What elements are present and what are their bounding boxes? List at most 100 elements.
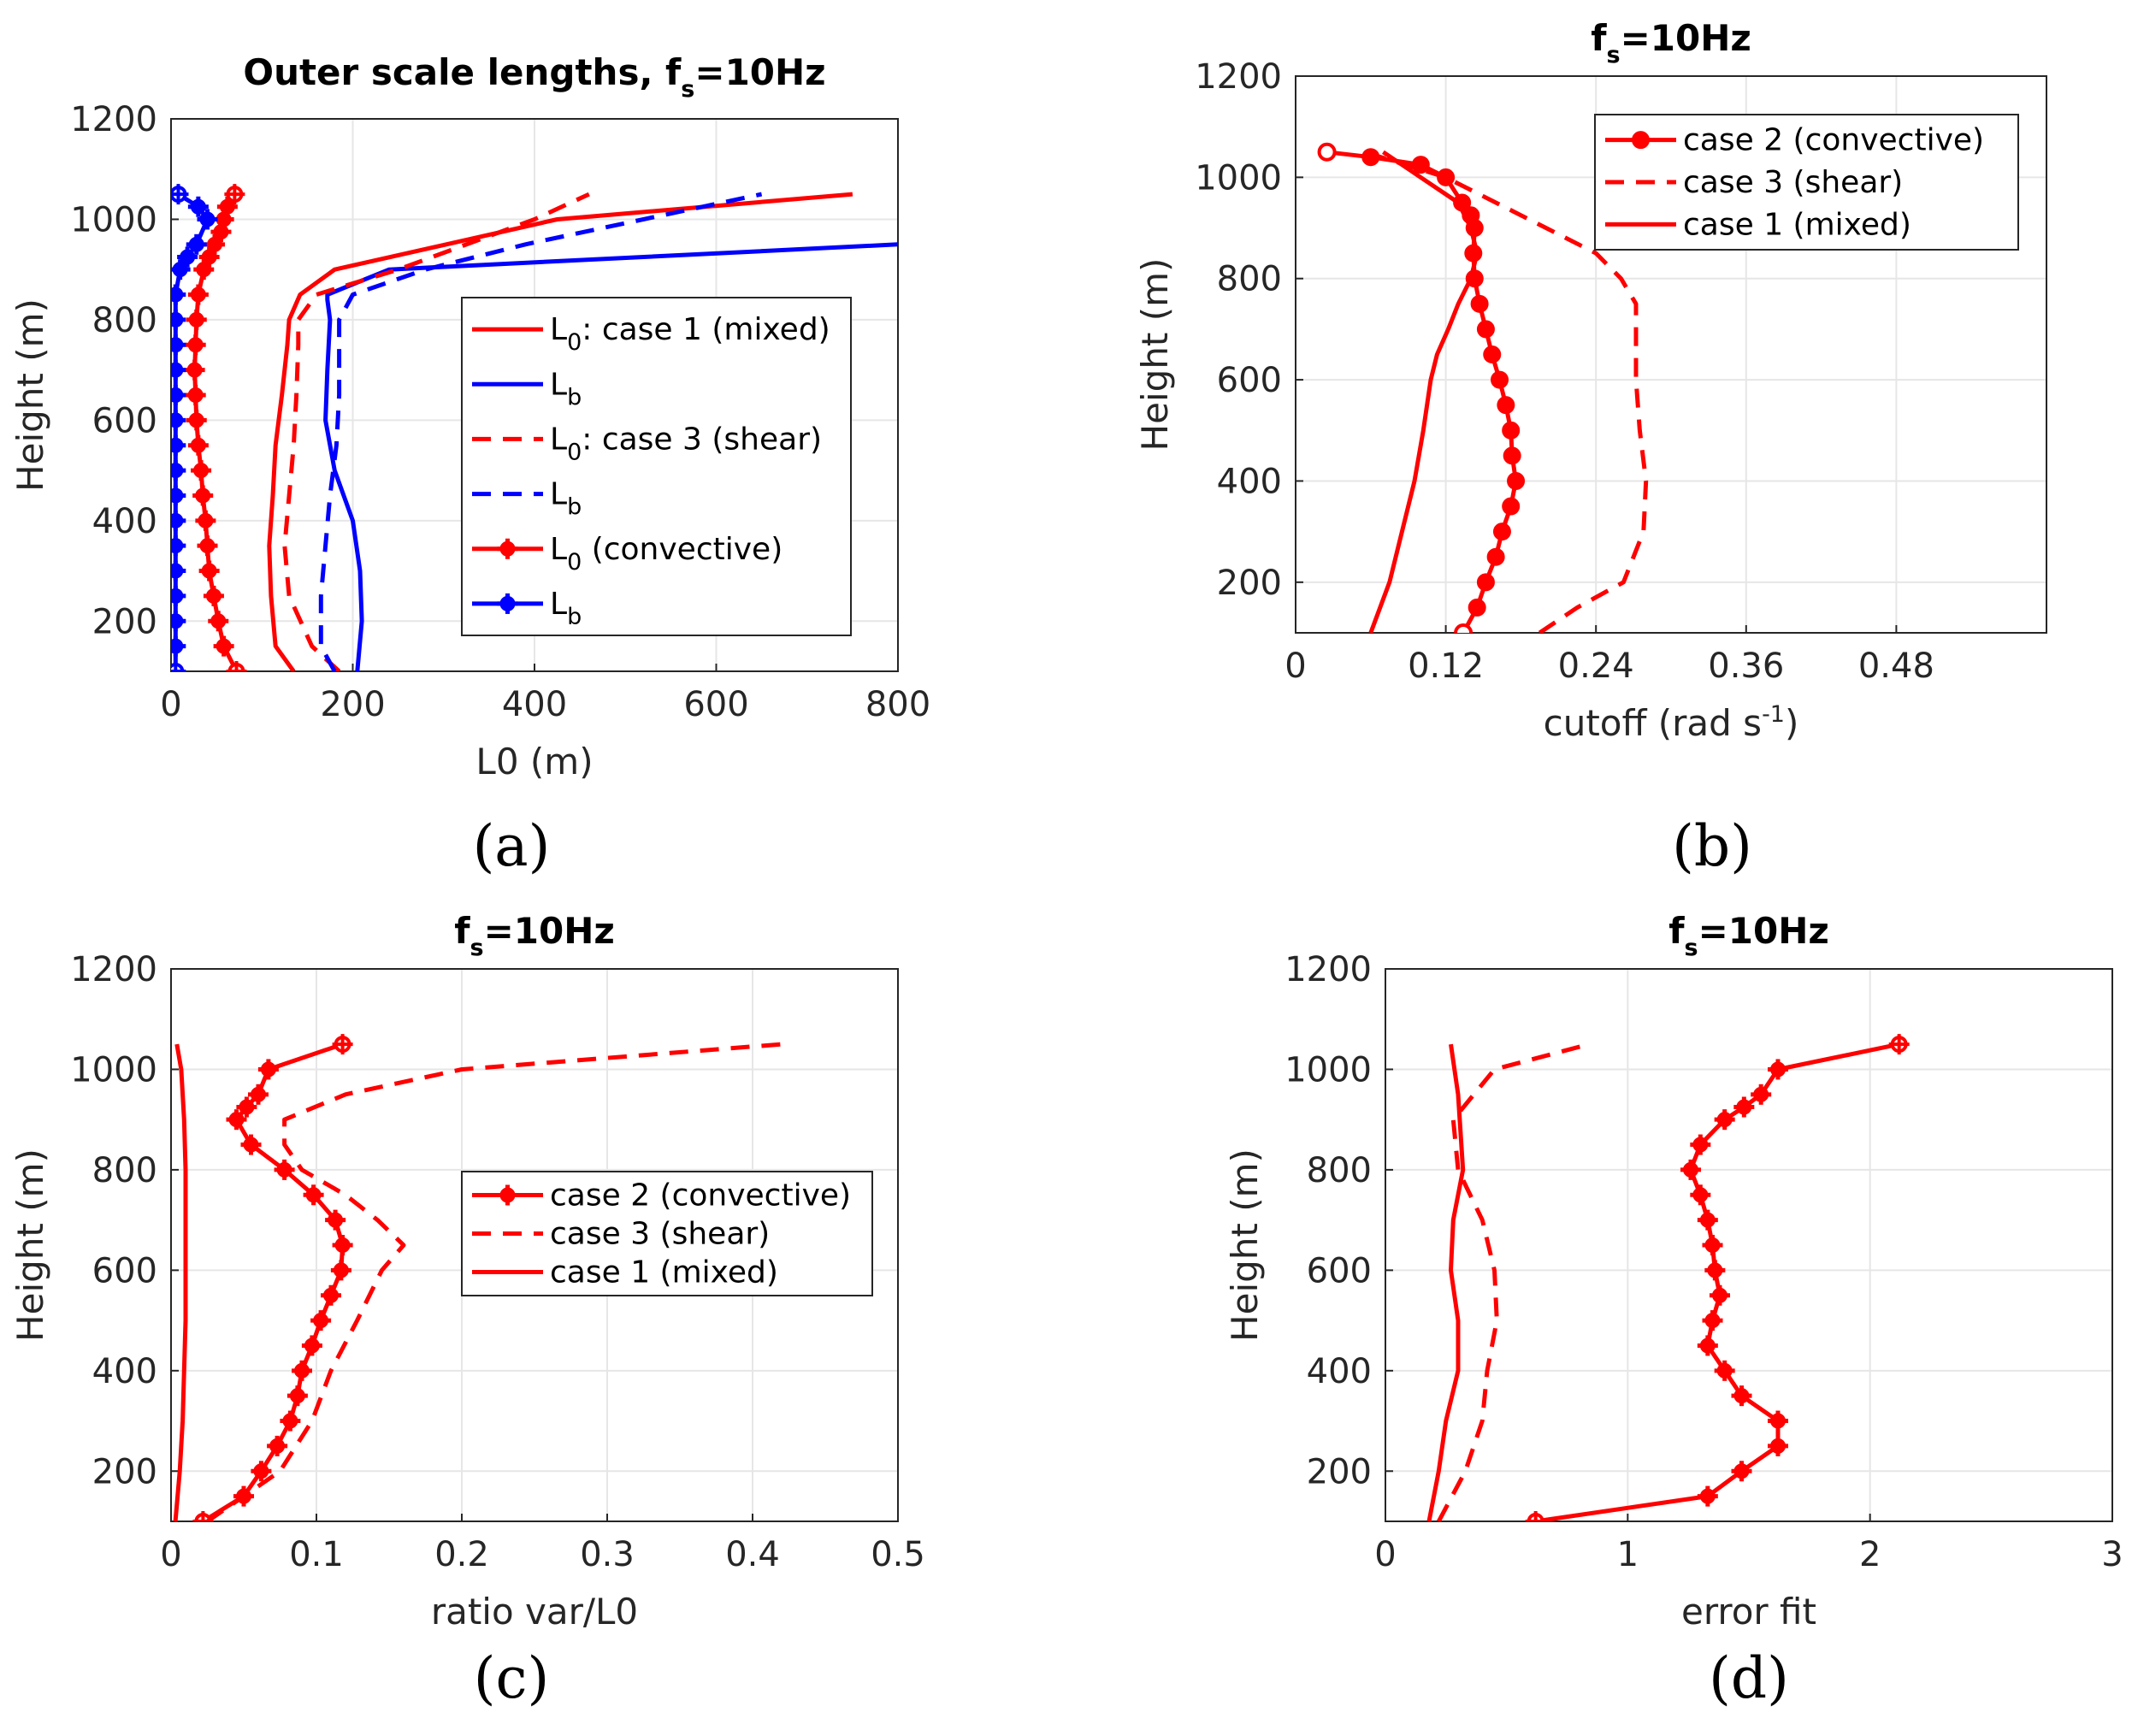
x-tick-label: 0 (160, 685, 181, 724)
axes-box (1295, 75, 2047, 634)
series-line (267, 192, 853, 671)
chart-panel-b: 0 0.12 0.24 0.36 0.48 200 400 600 800 1000 1200 cut… (1134, 17, 2047, 879)
data-point (195, 510, 216, 531)
x-tick-label: 2 (1859, 1535, 1881, 1574)
series-line (173, 1043, 188, 1521)
legend-marker (497, 538, 518, 559)
data-point (1497, 396, 1515, 415)
data-point (330, 1260, 351, 1281)
y-tick-label: 1000 (1285, 1050, 1372, 1089)
data-point (204, 233, 225, 255)
data-point (251, 1461, 272, 1482)
data-point (280, 1410, 301, 1432)
data-point (171, 460, 186, 481)
data-point (1411, 156, 1430, 174)
legend-entry: L0: case 1 (mixed) (550, 312, 830, 356)
y-tick-label: 1200 (70, 950, 157, 989)
series-line (323, 242, 898, 671)
y-tick-label: 400 (92, 502, 157, 541)
data-point (1491, 370, 1509, 389)
data-point (171, 560, 186, 582)
series-3 (282, 192, 590, 671)
data-point (171, 585, 186, 606)
data-point (1483, 345, 1502, 363)
data-point (192, 485, 214, 506)
y-tick-label: 800 (1307, 1151, 1372, 1190)
chart-title: fs=10Hz (1668, 910, 1829, 961)
panel-label: (d) (1709, 1645, 1789, 1711)
y-tick-label: 600 (1307, 1251, 1372, 1290)
data-point (226, 1109, 247, 1131)
x-tick-label: 600 (683, 685, 748, 724)
series-line (1363, 150, 1649, 633)
data-point (1468, 598, 1486, 617)
chart-panel-c: 0 0.1 0.2 0.3 0.4 0.5 200 400 600 800 1000 1200 rati… (9, 910, 925, 1711)
data-point (171, 385, 186, 405)
data-point (1704, 1260, 1726, 1281)
series-1 (1525, 1034, 1910, 1521)
series-2 (1363, 150, 1649, 633)
data-point (240, 1134, 262, 1155)
data-point-end (332, 1034, 353, 1055)
data-point (171, 510, 186, 531)
data-point (1733, 1096, 1755, 1118)
data-point-end (1888, 1034, 1910, 1055)
series-1 (192, 1034, 353, 1521)
y-tick-label: 600 (1217, 361, 1282, 400)
y-tick-label: 1000 (70, 200, 157, 239)
y-tick-label: 800 (92, 1151, 157, 1190)
data-point (286, 1385, 308, 1407)
x-tick-label: 0.2 (434, 1535, 489, 1574)
x-tick-label: 0 (160, 1535, 181, 1574)
data-point (1437, 168, 1456, 186)
data-point (171, 535, 186, 557)
axes-box (170, 968, 899, 1522)
y-tick-label: 400 (92, 1352, 157, 1391)
data-point (303, 1184, 324, 1206)
legend-entry: case 1 (mixed) (550, 1255, 778, 1290)
data-point (208, 611, 229, 632)
y-tick-label: 800 (92, 301, 157, 340)
y-axis-label: Height (m) (9, 298, 51, 492)
data-point (292, 1360, 312, 1381)
data-point (1503, 446, 1521, 465)
data-point (1768, 1059, 1788, 1080)
data-point (186, 410, 207, 431)
y-tick-label: 200 (92, 602, 157, 641)
series-4 (318, 192, 763, 671)
data-point (1751, 1084, 1772, 1105)
y-axis-label: Height (m) (1134, 258, 1176, 452)
legend-entry: L0 (convective) (550, 532, 783, 576)
chart-panel-d: 0 1 2 3 200 400 600 800 1000 1200 error fit Height … (1224, 910, 2123, 1711)
legend: case 2 (convective) case 3 (shear) case 1 … (1594, 114, 2019, 251)
series-2 (206, 1042, 783, 1521)
panel-label: (a) (473, 813, 551, 879)
series-5 (184, 184, 247, 671)
data-point (216, 196, 238, 217)
data-point (197, 535, 218, 557)
series-line (206, 1042, 783, 1521)
y-tick-label: 200 (1217, 564, 1282, 603)
series-line (1437, 1042, 1590, 1521)
data-point (1697, 1209, 1718, 1231)
data-point-end (1317, 142, 1337, 162)
plot-area (1385, 969, 2112, 1521)
series-1 (1317, 142, 1526, 633)
data-point (1731, 1461, 1752, 1482)
data-point (198, 560, 220, 582)
data-point (332, 1235, 353, 1255)
data-point (310, 1310, 332, 1332)
data-point (171, 485, 186, 506)
series-2 (323, 242, 898, 671)
y-axis-label: Height (m) (1224, 1148, 1266, 1342)
panel-label: (b) (1672, 813, 1752, 879)
data-point (171, 334, 186, 356)
data-point (213, 635, 234, 657)
series-line (282, 192, 590, 671)
data-point (1492, 523, 1511, 541)
x-tick-label: 3 (2101, 1535, 2123, 1574)
data-point (267, 1435, 288, 1456)
data-point (187, 196, 209, 217)
data-point (248, 1084, 269, 1105)
